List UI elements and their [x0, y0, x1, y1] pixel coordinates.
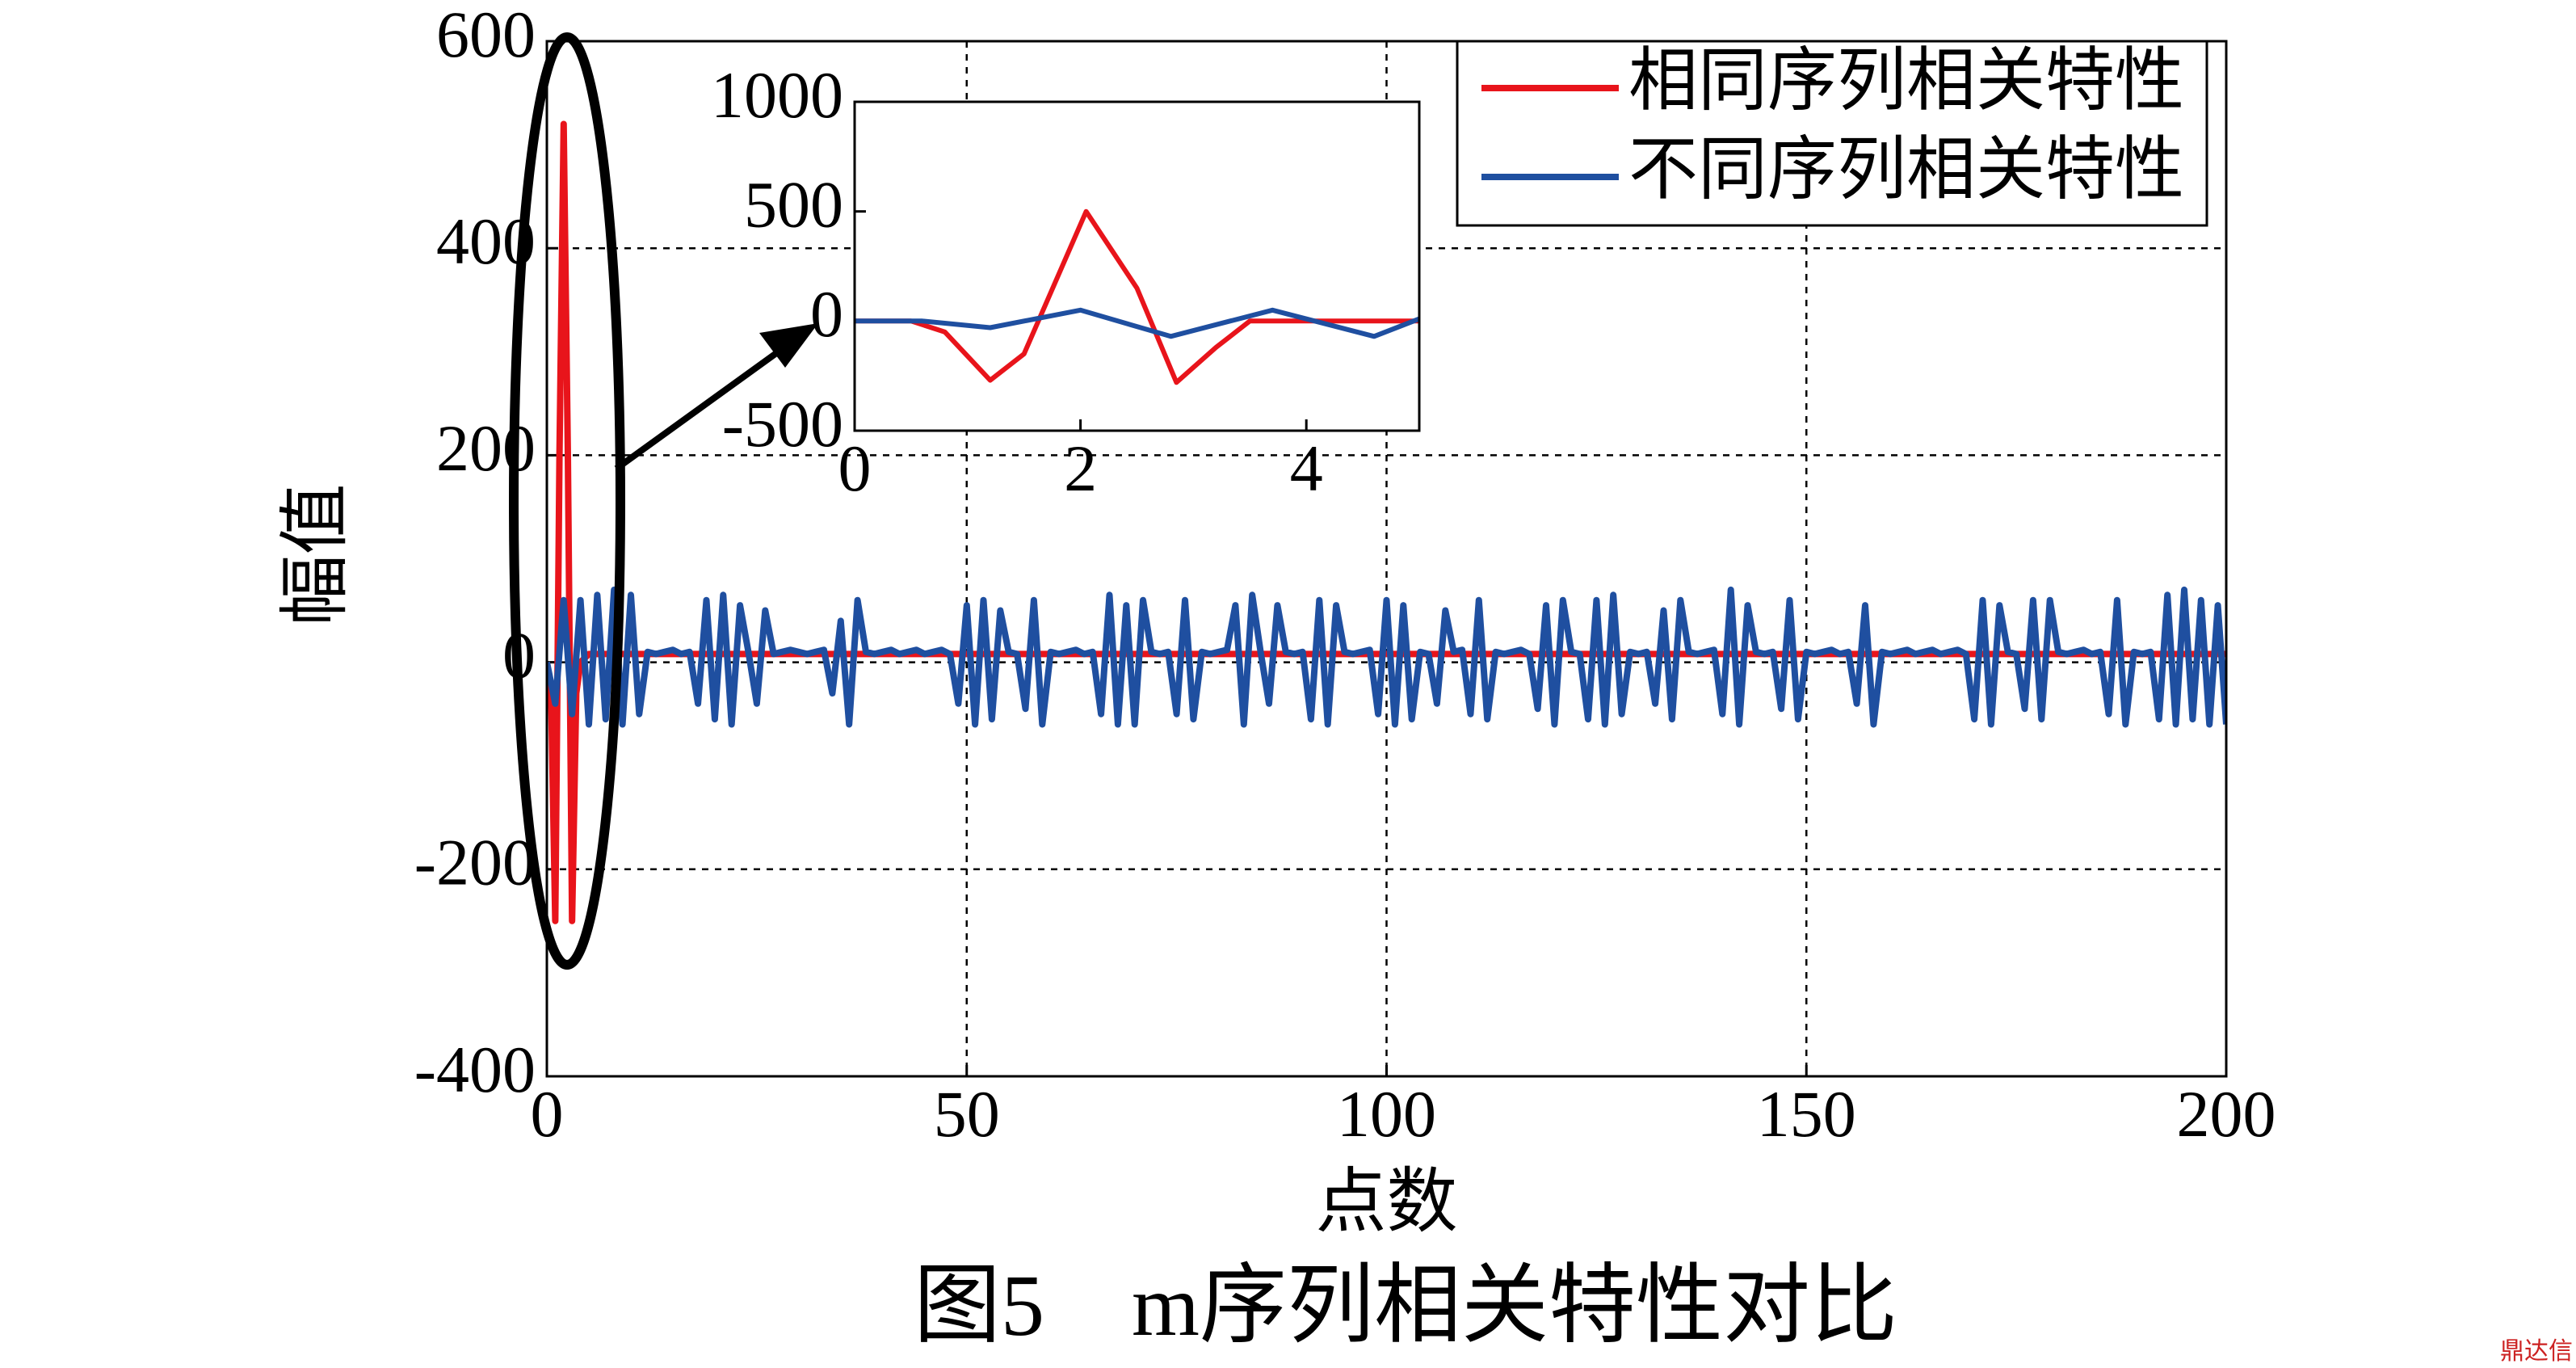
series-line: [547, 586, 2226, 728]
arrow-head: [759, 323, 818, 368]
x-tick-label: 0: [838, 431, 872, 505]
y-tick-label: -400: [414, 1033, 536, 1106]
x-tick-label: 200: [2177, 1077, 2276, 1151]
y-tick-label: 500: [744, 167, 843, 241]
plot-frame: [545, 40, 2228, 1078]
x-tick-label: 4: [1290, 431, 1323, 505]
x-tick-label: 2: [1064, 431, 1097, 505]
watermark: 鼎达信: [2500, 1338, 2573, 1365]
plot-frame: [853, 100, 1421, 432]
series-line: [855, 307, 1419, 339]
x-tick-label: 0: [531, 1077, 564, 1151]
legend-box: [1456, 40, 2208, 227]
y-axis-label: 幅值: [277, 483, 355, 625]
y-tick-label: 1000: [711, 58, 843, 132]
y-tick-label: 0: [810, 277, 843, 351]
arrow-shaft: [614, 342, 790, 472]
x-axis-label: 点数: [1315, 1164, 1457, 1242]
y-tick-label: 200: [436, 411, 536, 485]
series-line: [855, 208, 1419, 385]
plot-area: [855, 102, 1419, 431]
caption: 图5 m序列相关特性对比: [914, 1258, 1897, 1354]
y-tick-label: 600: [436, 0, 536, 71]
y-tick-label: -500: [722, 387, 843, 461]
x-tick-label: 150: [1757, 1077, 1856, 1151]
x-tick-label: 100: [1337, 1077, 1436, 1151]
x-tick-label: 50: [934, 1077, 1000, 1151]
legend-label: 相同序列相关特性: [1628, 42, 2184, 120]
y-tick-label: -200: [414, 826, 536, 899]
legend-label: 不同序列相关特性: [1628, 131, 2184, 208]
highlight-ellipse: [509, 32, 625, 970]
